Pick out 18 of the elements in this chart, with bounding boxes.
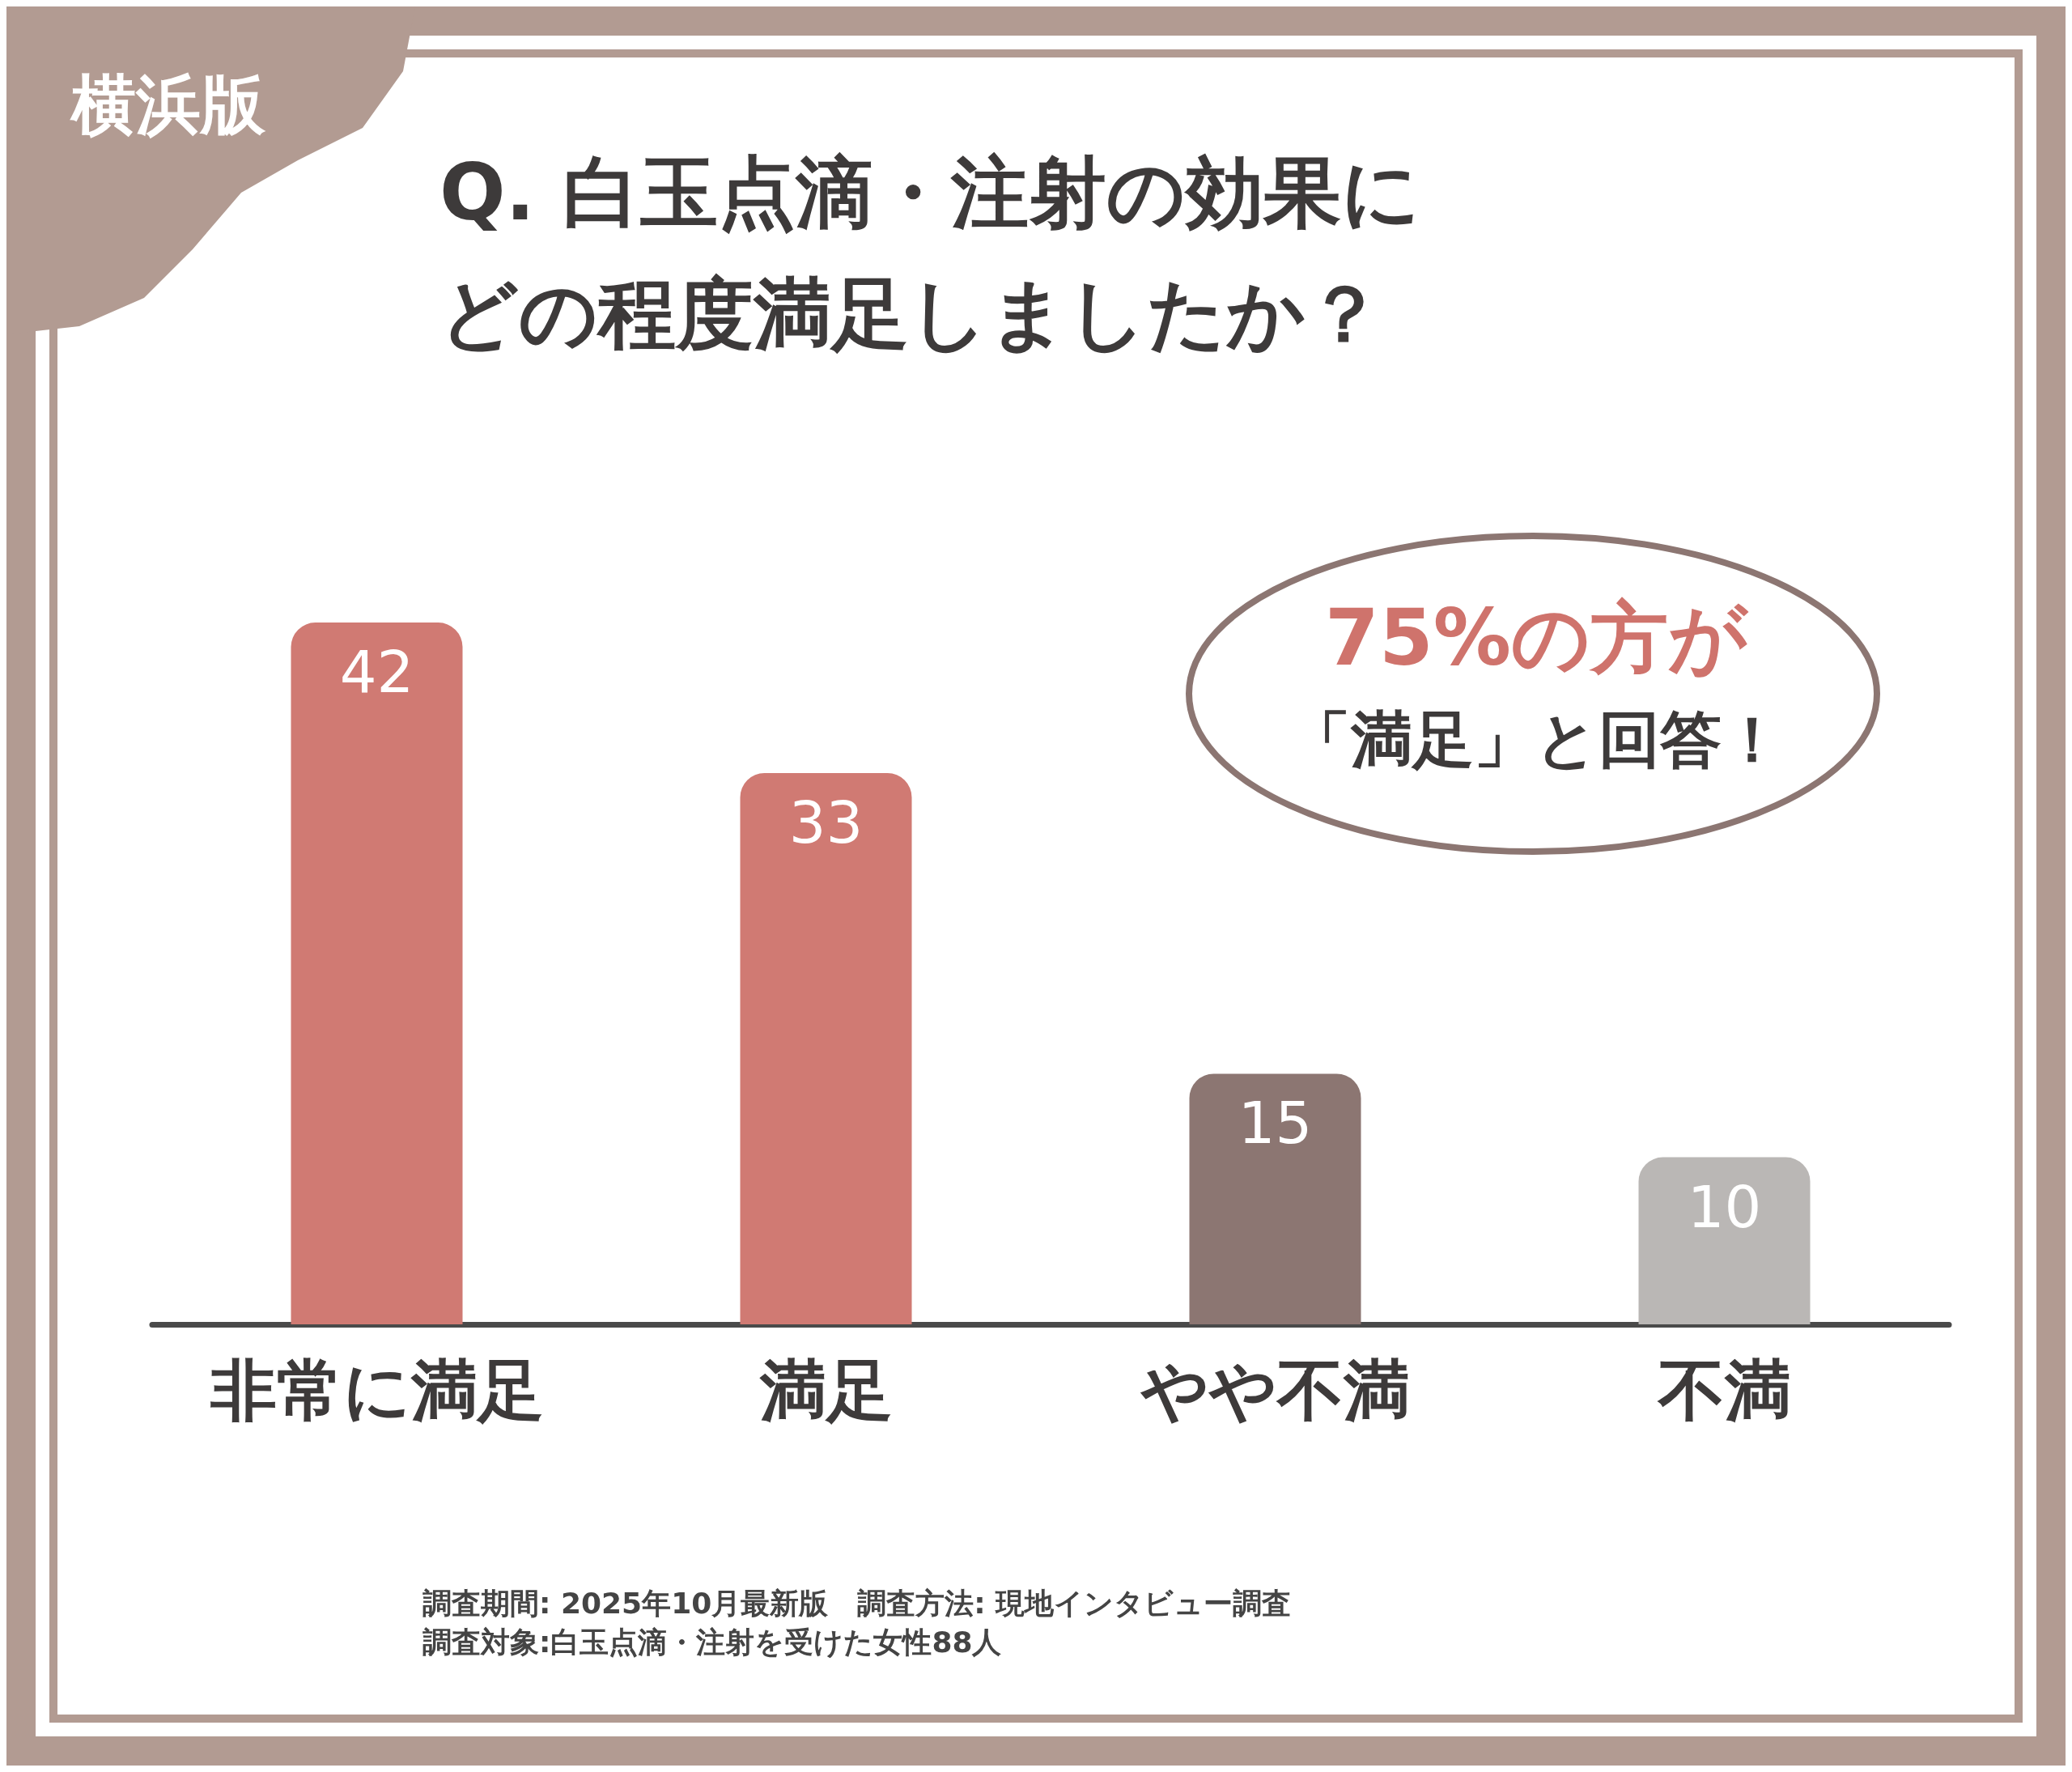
- data-label: 15: [1238, 1089, 1313, 1158]
- text: 調査対象:白玉点滴・注射を受けた女性88人: [422, 1625, 1002, 1659]
- text: 調査期間: 2025年10月最新版 調査方法: 現地インタビュー調査: [422, 1586, 1292, 1620]
- bar: [1189, 1073, 1361, 1324]
- data-label: 33: [788, 788, 864, 856]
- chart-title: Q. 白玉点滴・注射の効果にどの程度満足しましたか？: [439, 147, 1420, 359]
- text: 横浜版: [69, 66, 266, 144]
- annotation: 「満足」と回答！: [1289, 703, 1783, 776]
- bar: [740, 772, 912, 1324]
- x-tick-label: 不満: [1656, 1351, 1791, 1429]
- x-tick-label: 非常に満足: [209, 1351, 544, 1429]
- x-tick-label: やや不満: [1139, 1351, 1410, 1429]
- annotation: 75%の方が: [1325, 593, 1749, 683]
- bar: [1638, 1157, 1811, 1324]
- bar: [291, 623, 463, 1324]
- data-label: 10: [1687, 1172, 1762, 1241]
- data-label: 42: [339, 638, 414, 707]
- x-tick-label: 満足: [758, 1351, 893, 1429]
